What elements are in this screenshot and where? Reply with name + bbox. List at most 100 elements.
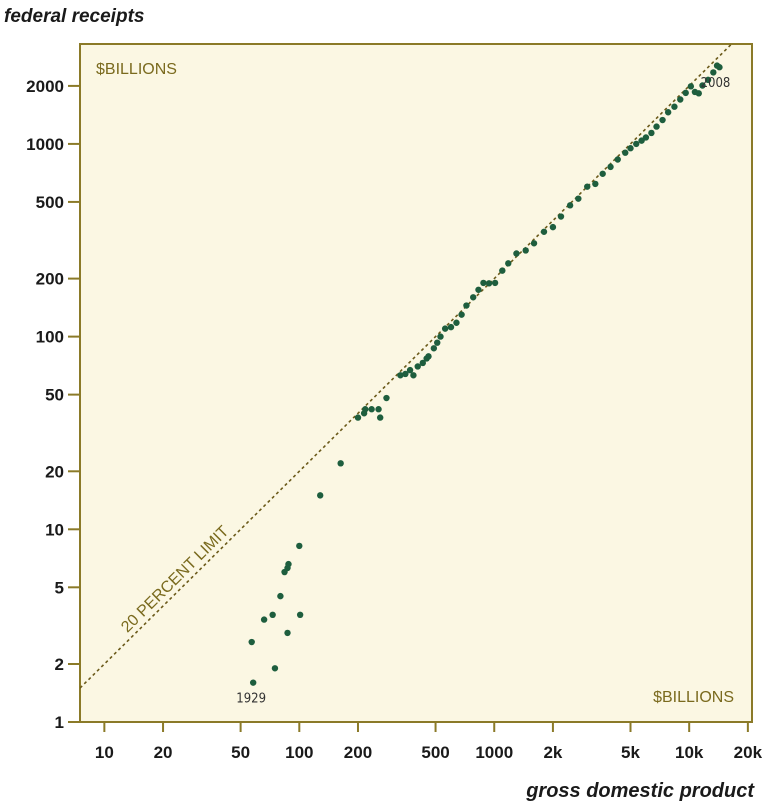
data-point [566, 202, 574, 209]
x-axis-title: gross domestic product [526, 780, 754, 802]
y-tick-label: 1 [55, 713, 64, 732]
x-tick-label: 10 [95, 743, 114, 762]
x-tick-label: 100 [285, 743, 313, 762]
data-point [402, 370, 409, 378]
data-point [271, 665, 279, 672]
data-point [475, 286, 482, 293]
data-point [659, 116, 666, 124]
data-point [695, 90, 702, 97]
y-tick-label: 5 [55, 578, 64, 597]
data-point [614, 156, 621, 163]
unit-label-top: $BILLIONS [96, 61, 177, 78]
data-point [375, 406, 382, 413]
y-tick-label: 2 [55, 655, 64, 674]
data-point [285, 560, 292, 568]
data-point [699, 82, 706, 89]
data-point [653, 123, 660, 130]
y-tick-label: 2000 [26, 77, 64, 96]
x-tick-label: 20k [734, 743, 763, 762]
data-point [599, 170, 606, 177]
data-point [677, 96, 684, 103]
data-point [362, 406, 369, 413]
data-point [575, 195, 582, 202]
y-tick-label: 200 [36, 270, 64, 289]
y-tick-label: 20 [45, 462, 64, 481]
data-point [540, 228, 548, 235]
data-point [513, 250, 520, 257]
data-point [296, 611, 304, 619]
annotation-start-year: 1929 [236, 692, 266, 707]
data-point [453, 319, 460, 326]
reference-line [80, 44, 733, 689]
data-point [458, 311, 465, 318]
data-point [248, 638, 255, 646]
data-point [316, 492, 324, 499]
y-axis-title: federal receipts [4, 6, 145, 27]
data-point [664, 109, 672, 116]
data-point [642, 134, 650, 141]
data-point [499, 267, 506, 274]
data-point [485, 280, 493, 287]
data-point [592, 180, 599, 188]
data-point [627, 145, 634, 152]
y-tick-label: 50 [45, 386, 64, 405]
data-point [710, 69, 717, 76]
data-point [260, 616, 268, 623]
unit-label-bottom: $BILLIONS [653, 689, 734, 706]
data-point [704, 76, 712, 84]
x-tick-label: 2k [543, 743, 562, 762]
data-point [491, 279, 499, 287]
data-point [463, 302, 470, 309]
data-point [549, 223, 557, 231]
data-point [354, 414, 362, 421]
data-point [410, 372, 417, 379]
data-point [480, 279, 487, 287]
data-point [277, 592, 284, 600]
x-tick-label: 200 [344, 743, 372, 762]
y-tick-label: 500 [36, 193, 64, 212]
data-point [383, 394, 390, 402]
data-point [607, 163, 614, 171]
x-tick-label: 5k [621, 743, 640, 762]
x-tick-label: 500 [421, 743, 449, 762]
data-point [337, 460, 344, 467]
data-point [584, 183, 591, 190]
data-point [687, 83, 695, 90]
data-point [470, 294, 477, 301]
data-point [269, 611, 276, 619]
data-point [557, 213, 565, 220]
x-tick-label: 1000 [475, 743, 513, 762]
data-point [414, 363, 421, 370]
y-tick-label: 10 [45, 520, 64, 539]
data-point [425, 353, 432, 360]
data-point [368, 406, 375, 413]
data-point [505, 260, 512, 267]
data-point [406, 366, 414, 374]
data-point [622, 149, 629, 156]
data-point [671, 103, 678, 110]
data-point [530, 240, 538, 247]
data-point [430, 345, 438, 352]
data-point [434, 339, 441, 346]
data-point [522, 247, 529, 254]
plot-area [79, 43, 753, 723]
data-point [249, 679, 257, 686]
data-point [648, 129, 655, 137]
data-point [296, 542, 303, 550]
data-point [419, 359, 426, 367]
data-point [633, 140, 640, 148]
data-point [716, 64, 723, 71]
data-point [441, 325, 449, 332]
x-tick-label: 20 [154, 743, 173, 762]
data-point [397, 372, 404, 379]
data-point [682, 89, 689, 97]
annotation-end-year: 2008 [701, 76, 731, 91]
y-tick-label: 100 [36, 328, 64, 347]
x-tick-label: 50 [231, 743, 250, 762]
x-tick-label: 10k [675, 743, 704, 762]
data-point [284, 629, 291, 637]
data-point [447, 323, 455, 331]
data-point [376, 414, 384, 421]
y-tick-label: 1000 [26, 135, 64, 154]
